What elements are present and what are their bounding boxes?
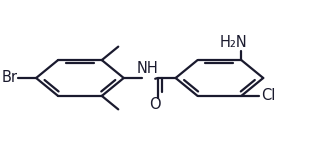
- Text: H₂N: H₂N: [219, 35, 247, 50]
- Text: O: O: [149, 97, 160, 112]
- Text: Cl: Cl: [261, 88, 276, 103]
- Text: NH: NH: [136, 61, 158, 76]
- Text: Br: Br: [1, 71, 17, 85]
